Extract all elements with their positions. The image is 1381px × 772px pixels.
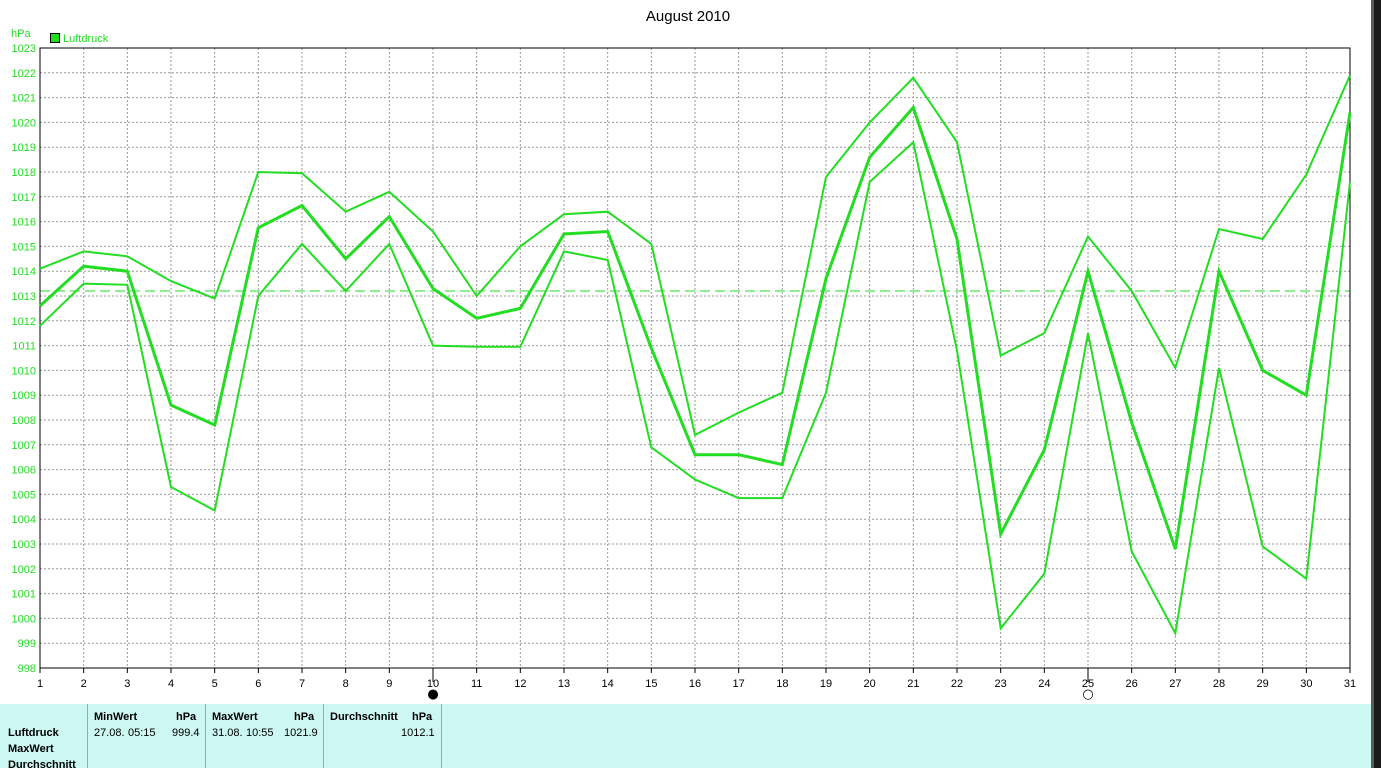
avg-unit: hPa	[412, 711, 433, 723]
y-tick-label: 1021	[12, 93, 36, 105]
row-label-luftdruck: Luftdruck	[8, 727, 59, 739]
x-tick-label: 22	[951, 678, 963, 690]
x-tick-label: 1	[37, 678, 43, 690]
x-tick-label: 8	[343, 678, 349, 690]
y-axis-unit: hPa	[11, 28, 31, 40]
y-tick-label: 1011	[12, 341, 36, 353]
row-label-durchschnitt: Durchschnitt	[8, 759, 76, 771]
y-tick-label: 1004	[12, 514, 36, 526]
row-label-maxwert: MaxWert	[8, 743, 54, 755]
x-tick-label: 26	[1126, 678, 1138, 690]
y-tick-label: 1015	[12, 241, 36, 253]
x-tick-label: 11	[471, 678, 482, 690]
stats-separator	[205, 704, 206, 768]
y-tick-label: 1013	[12, 291, 36, 303]
x-tick-label: 30	[1300, 678, 1312, 690]
x-tick-label: 4	[168, 678, 174, 690]
y-tick-label: 1014	[12, 266, 36, 278]
y-tick-label: 1007	[12, 440, 36, 452]
y-tick-label: 1019	[12, 142, 36, 154]
avg-header: Durchschnitt	[330, 711, 398, 723]
x-tick-label: 14	[602, 678, 614, 690]
max-date: 31.08.	[212, 727, 243, 739]
x-tick-label: 31	[1344, 678, 1356, 690]
y-tick-label: 1012	[12, 316, 36, 328]
y-tick-label: 1020	[12, 117, 36, 129]
y-tick-label: 1018	[12, 167, 36, 179]
min-header: MinWert	[94, 711, 138, 723]
max-unit: hPa	[294, 711, 315, 723]
stats-panel: Luftdruck MaxWert Durchschnitt MinWert h…	[0, 704, 1371, 771]
x-tick-label: 28	[1213, 678, 1225, 690]
x-tick-label: 16	[689, 678, 701, 690]
x-tick-label: 29	[1257, 678, 1269, 690]
x-tick-label: 13	[558, 678, 570, 690]
min-value: 999.4	[172, 727, 200, 739]
y-tick-label: 1010	[12, 365, 36, 377]
max-time: 10:55	[246, 727, 274, 739]
x-tick-label: 24	[1038, 678, 1050, 690]
x-tick-label: 18	[776, 678, 788, 690]
stats-separator	[441, 704, 442, 768]
x-tick-label: 6	[255, 678, 261, 690]
x-tick-label: 21	[907, 678, 919, 690]
series-line-min	[39, 140, 1351, 637]
series-line-max	[39, 74, 1351, 437]
y-tick-label: 1005	[12, 489, 36, 501]
y-tick-label: 1003	[12, 539, 36, 551]
max-header: MaxWert	[212, 711, 258, 723]
y-tick-label: 1017	[12, 192, 36, 204]
pressure-chart: August 2010 hPa Luftdruck 998 999 1000 1001 100…	[11, 8, 1356, 702]
x-tick-label: 2	[81, 678, 87, 690]
x-tick-label: 23	[995, 678, 1007, 690]
x-tick-label: 10	[427, 678, 439, 690]
x-tick-label: 7	[299, 678, 305, 690]
x-tick-label: 9	[386, 678, 392, 690]
y-tick-label: 999	[18, 638, 36, 650]
min-unit: hPa	[176, 711, 197, 723]
chart-title: August 2010	[646, 8, 730, 25]
y-tick-label: 1016	[12, 217, 36, 229]
y-tick-label: 1009	[12, 390, 36, 402]
plot-frame	[39, 47, 1351, 669]
y-tick-label: 1000	[12, 613, 36, 625]
y-tick-label: 1001	[12, 589, 36, 601]
legend-label: Luftdruck	[63, 33, 109, 45]
min-date: 27.08.	[94, 727, 125, 739]
y-tick-label: 1022	[12, 68, 36, 80]
window-edge-inner	[1371, 0, 1374, 768]
moon-phase-icon: ○	[1082, 687, 1093, 702]
legend-swatch	[50, 33, 60, 43]
x-tick-label: 19	[820, 678, 832, 690]
y-tick-label: 1006	[12, 465, 36, 477]
x-tick-label: 12	[514, 678, 526, 690]
x-tick-label: 20	[864, 678, 876, 690]
x-tick-label: 3	[124, 678, 130, 690]
x-tick-label: 15	[645, 678, 657, 690]
moon-phase-icon: ●	[427, 687, 438, 702]
y-tick-label: 1023	[12, 43, 36, 55]
y-tick-label: 998	[18, 663, 36, 675]
x-tick-label: 17	[733, 678, 745, 690]
y-tick-label: 1002	[12, 564, 36, 576]
max-value: 1021.9	[284, 727, 318, 739]
x-tick-label: 5	[212, 678, 218, 690]
window-edge	[1371, 0, 1381, 768]
y-tick-label: 1008	[12, 415, 36, 427]
stats-separator	[87, 704, 88, 768]
avg-value: 1012.1	[401, 727, 435, 739]
x-tick-label: 27	[1169, 678, 1181, 690]
series-line-mittel	[38, 104, 1352, 550]
min-time: 05:15	[128, 727, 156, 739]
x-tick-label: 25	[1082, 678, 1094, 690]
stats-separator	[323, 704, 324, 768]
